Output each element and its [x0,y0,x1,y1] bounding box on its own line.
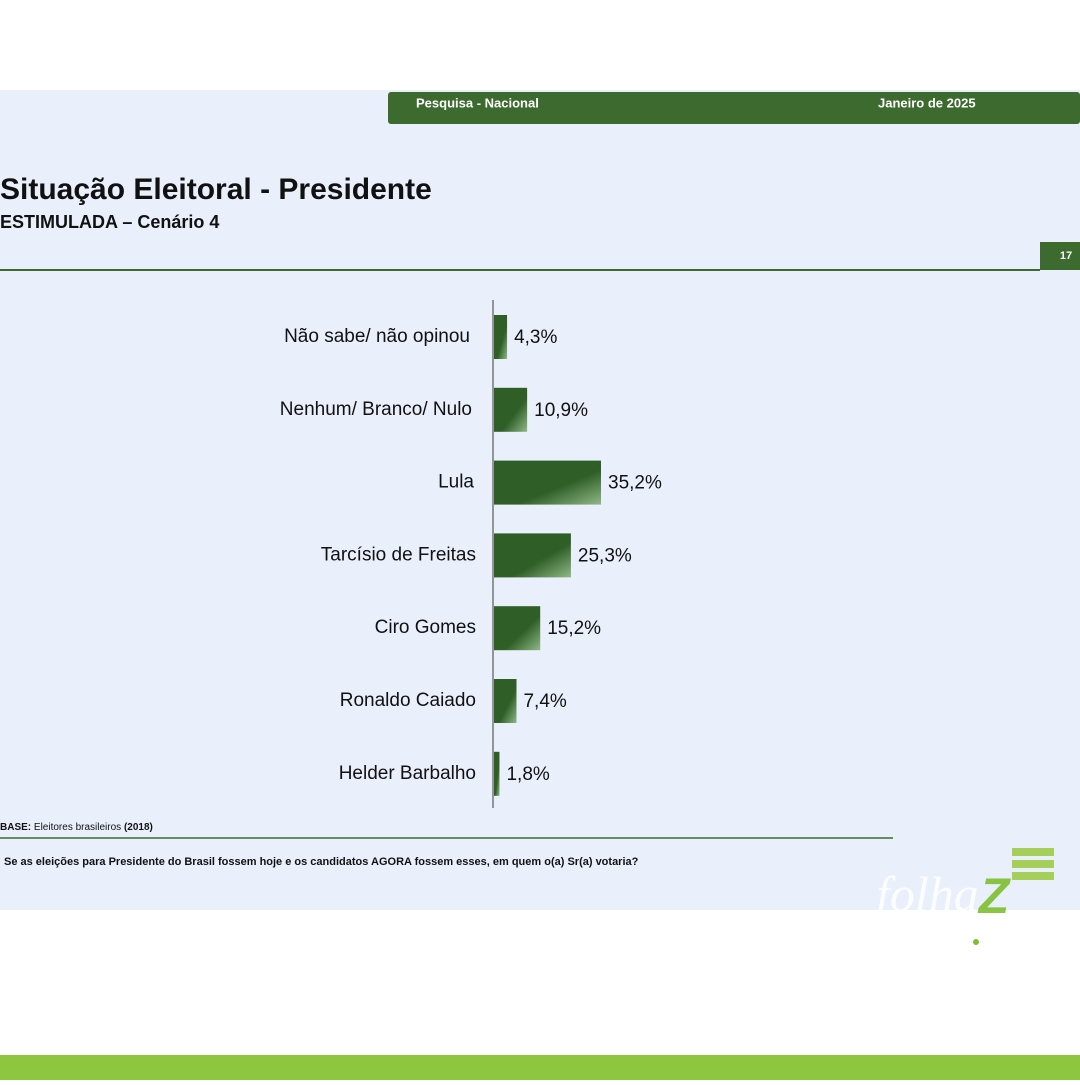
chart-subtitle: ESTIMULADA – Cenário 4 [0,212,219,232]
bar [494,460,602,505]
page-number: 17 [1060,250,1072,262]
category-label: Tarcísio de Freitas [321,544,476,565]
logo: folhaZ [876,848,1054,945]
chart-title: Situação Eleitoral - Presidente [0,173,432,206]
category-label: Ciro Gomes [375,617,476,638]
logo-stripe [1012,848,1054,856]
header-survey: Pesquisa - Nacional [416,95,539,110]
value-label: 7,4% [523,691,566,712]
page-number-box [1040,242,1080,270]
logo-stripe [1012,872,1054,880]
value-label: 10,9% [534,400,588,421]
bar [494,751,500,796]
logo-stripe [1012,860,1054,868]
logo-name: folha [876,866,979,922]
base-label: BASE: [0,822,31,833]
value-label: 1,8% [506,764,549,785]
bar [494,606,541,651]
category-label: Nenhum/ Branco/ Nulo [280,399,472,420]
bar [494,533,571,578]
base-count: (2018) [124,822,153,833]
base-text: BASE: Eleitores brasileiros (2018) [0,822,153,833]
category-label: Ronaldo Caiado [340,690,476,711]
category-label: Helder Barbalho [339,763,476,784]
bottom-stripe [0,1055,1080,1080]
base-desc: Eleitores brasileiros [34,822,121,833]
bar [494,315,508,359]
bar [494,679,517,723]
value-label: 35,2% [608,473,662,494]
value-label: 15,2% [547,618,601,639]
logo-dot [973,939,979,945]
question: Se as eleições para Presidente do Brasil… [4,856,639,868]
logo-text: folhaZ [876,866,1012,924]
value-label: 25,3% [578,545,632,566]
bar [494,387,528,432]
value-label: 4,3% [514,327,557,348]
bars: Não sabe/ não opinou 4,3% Nenhum/ Branco/ … [280,315,662,796]
category-label: Lula [438,472,474,493]
header-bar [388,92,1080,124]
header-date: Janeiro de 2025 [878,95,976,110]
logo-letter: Z [977,868,1012,924]
category-label: Não sabe/ não opinou [284,326,470,347]
